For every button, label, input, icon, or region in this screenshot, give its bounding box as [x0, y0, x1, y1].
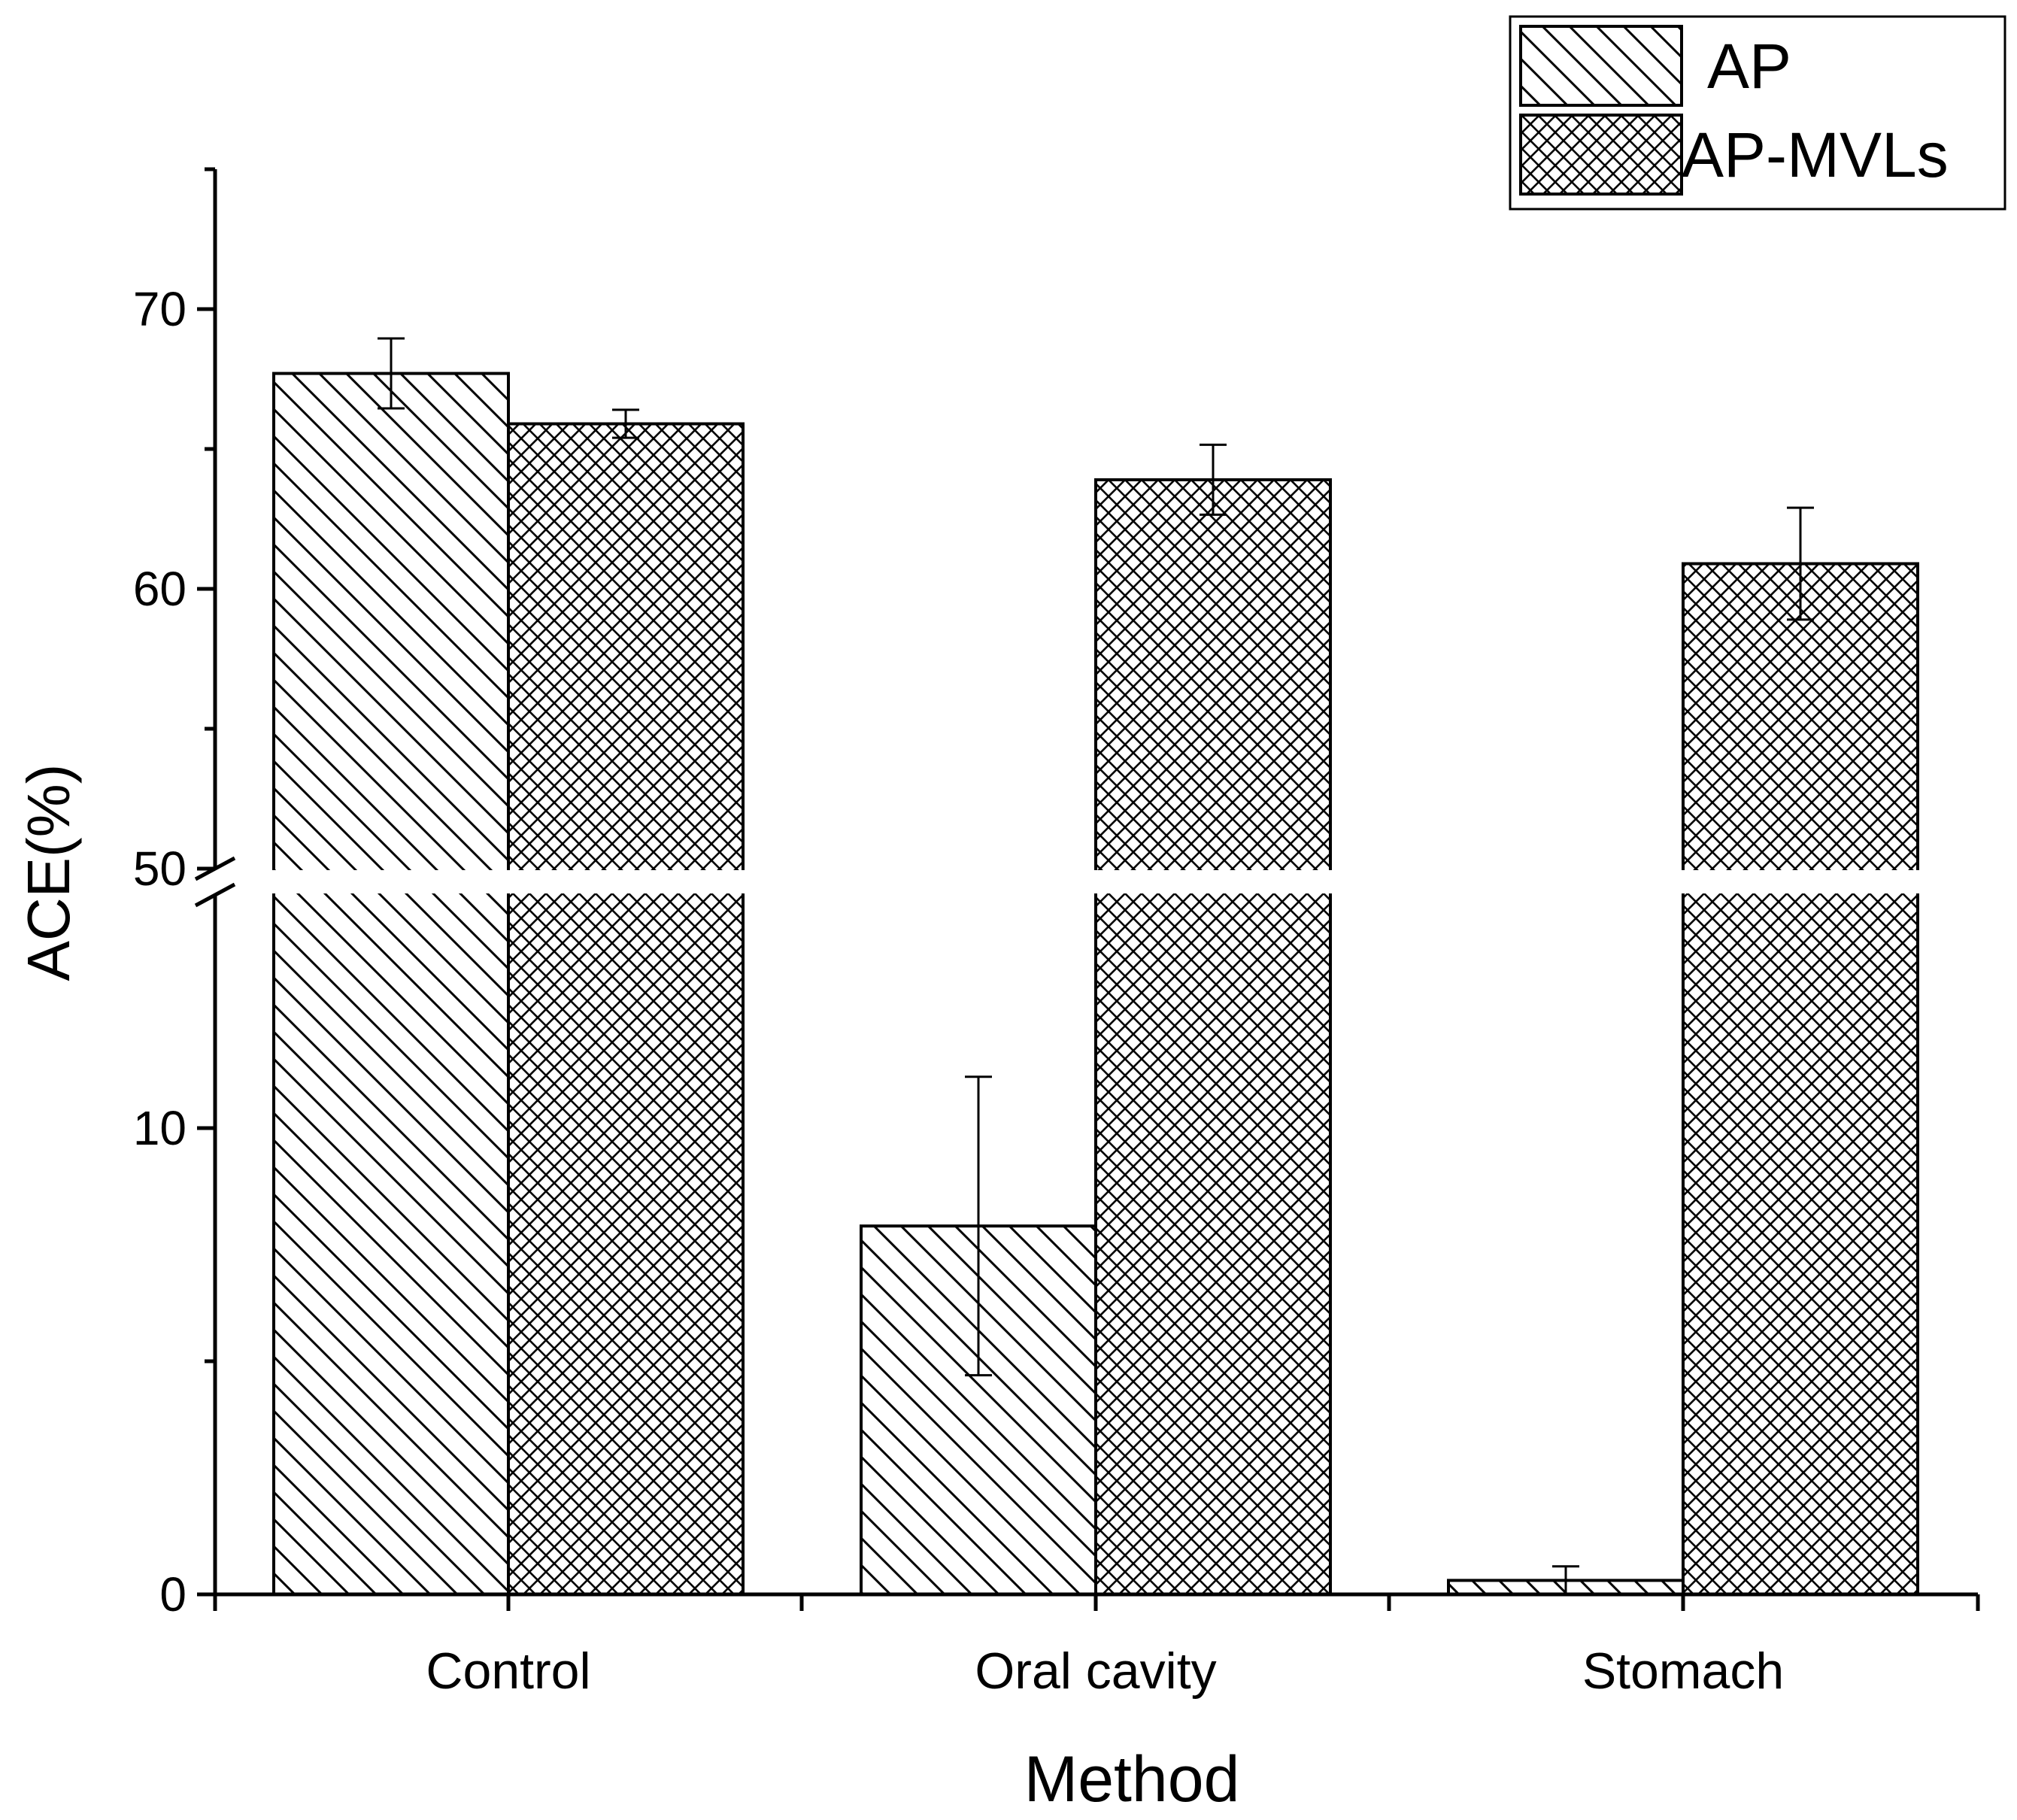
y-axis-break-mark-lower [194, 882, 236, 908]
y-tick-label-60: 60 [133, 562, 187, 616]
x-tick-label-stomach: Stomach [1582, 1643, 1784, 1700]
axes-layer: 0 10 50 60 70 Control Oral cavity Stomach [133, 167, 1980, 1700]
error-bar-ap-oral-cavity [965, 1075, 992, 1377]
error-bar-ap-control [378, 337, 405, 410]
y-axis-title: ACE(%) [15, 764, 82, 981]
axis-break-gap [218, 870, 2017, 893]
x-tick-label-control: Control [426, 1643, 590, 1700]
x-axis-title: Method [1024, 1743, 1240, 1815]
legend-label-ap: AP [1707, 31, 1791, 102]
bar-ap-mvls-control [507, 422, 745, 1596]
y-tick-label-10: 10 [133, 1101, 187, 1155]
legend-swatch-ap [1519, 25, 1683, 107]
y-tick-label-0: 0 [159, 1567, 187, 1621]
legend-swatch-ap-mvls [1519, 114, 1683, 196]
legend: AP AP-MVLs [1509, 15, 2006, 211]
error-bar-ap-mvls-control [612, 408, 639, 439]
error-bars-layer [378, 337, 1814, 1596]
legend-label-ap-mvls: AP-MVLs [1682, 120, 1949, 190]
bar-ap-mvls-stomach [1682, 562, 1919, 1596]
x-tick-label-oral-cavity: Oral cavity [975, 1643, 1216, 1700]
error-bar-ap-mvls-oral-cavity [1200, 443, 1227, 516]
y-tick-label-70: 70 [133, 282, 187, 336]
bars-layer [218, 372, 2017, 1596]
bar-ap-control [272, 372, 510, 1596]
bar-ap-mvls-oral-cavity [1094, 478, 1332, 1596]
y-tick-label-50: 50 [133, 842, 187, 896]
error-bar-ap-mvls-stomach [1787, 506, 1814, 621]
